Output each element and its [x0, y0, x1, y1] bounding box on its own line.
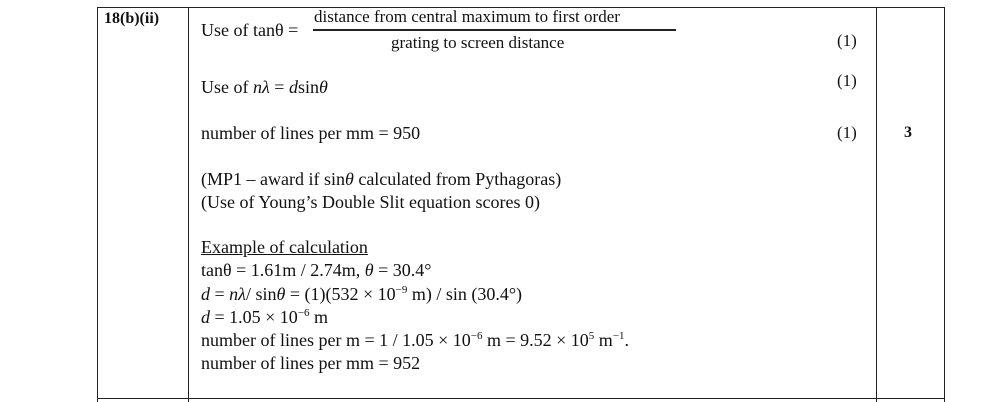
- text-run: d: [288, 77, 298, 97]
- table-border: [97, 7, 98, 402]
- text-run: / sin: [245, 284, 277, 304]
- text-run: = 1.05 × 10: [210, 307, 298, 327]
- table-border: [97, 398, 945, 399]
- text-run: tanθ = 1.61m / 2.74m,: [201, 260, 365, 280]
- text: number of lines per mm = 950: [201, 123, 421, 143]
- text-run: 5: [588, 330, 595, 342]
- text-run: θ: [276, 284, 286, 304]
- text-run: =: [269, 77, 289, 97]
- text-run: nλ: [253, 77, 270, 97]
- table-border: [188, 7, 189, 402]
- fraction-bar: [313, 29, 676, 31]
- text: Use of nλ = dsinθ: [201, 76, 328, 98]
- text-run: =: [210, 284, 230, 304]
- text: d = nλ/ sinθ = (1)(532 × 10−9 m) / sin (…: [201, 283, 522, 305]
- text: tanθ = 1.61m / 2.74m, θ = 30.4°: [201, 259, 431, 281]
- text-run: θ: [344, 169, 354, 189]
- text-run: −6: [297, 307, 310, 319]
- text: (Use of Young’s Double Slit equation sco…: [201, 192, 540, 212]
- table-border: [97, 7, 945, 8]
- table-border: [876, 7, 877, 402]
- text-run: θ: [364, 260, 374, 280]
- text-run: 18(b)(ii): [104, 10, 160, 27]
- text-run: = 30.4°: [373, 260, 432, 280]
- text-run: m: [309, 307, 329, 327]
- text-run: 3: [904, 124, 912, 141]
- question-number: 18(b)(ii): [104, 8, 159, 30]
- text-run: m) / sin (30.4°): [407, 284, 523, 304]
- text-run: θ: [318, 77, 328, 97]
- text: Use of tanθ =: [201, 20, 299, 40]
- text-run: (MP1 – award if sin: [201, 169, 345, 189]
- heading: Example of calculation: [201, 237, 368, 257]
- text: number of lines per mm = 952: [201, 353, 421, 373]
- text-run: −6: [470, 330, 483, 342]
- text-run: number of lines per m = 1 / 1.05 × 10: [201, 330, 471, 350]
- total-mark: 3: [904, 122, 912, 144]
- text-run: .: [624, 330, 630, 350]
- text: number of lines per m = 1 / 1.05 × 10−6 …: [201, 329, 629, 351]
- text-run: −9: [395, 284, 408, 296]
- text-run: −1: [612, 330, 625, 342]
- mark: (1): [837, 123, 857, 142]
- text-run: Use of: [201, 77, 253, 97]
- mark: (1): [837, 71, 857, 90]
- text: d = 1.05 × 10−6 m: [201, 306, 328, 328]
- fraction-denominator: grating to screen distance: [391, 33, 565, 52]
- text-run: = (1)(532 × 10: [285, 284, 396, 304]
- text-run: sin: [297, 77, 319, 97]
- text-run: m = 9.52 × 10: [482, 330, 589, 350]
- text-run: d: [201, 284, 210, 304]
- text-run: m: [594, 330, 613, 350]
- text-run: d: [201, 307, 210, 327]
- text-run: calculated from Pythagoras): [353, 169, 562, 189]
- mark: (1): [837, 31, 857, 50]
- fraction-numerator: distance from central maximum to first o…: [314, 7, 620, 26]
- text: (MP1 – award if sinθ calculated from Pyt…: [201, 168, 561, 190]
- table-border: [944, 7, 945, 402]
- text-run: nλ: [229, 284, 246, 304]
